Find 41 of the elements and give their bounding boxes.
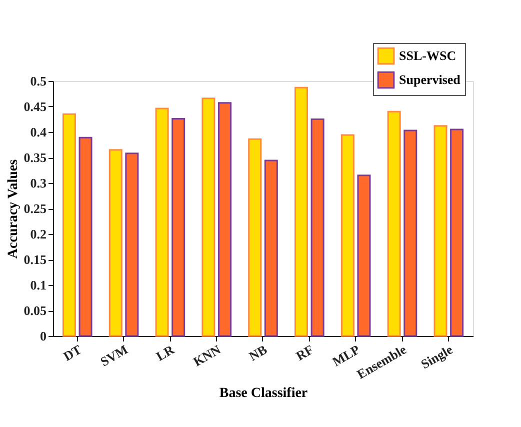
y-tick-label: 0.4	[30, 124, 47, 140]
bar	[218, 102, 232, 337]
bar	[310, 118, 324, 337]
bar	[404, 130, 418, 337]
legend-label: SSL-WSC	[399, 48, 456, 63]
bar	[202, 98, 216, 337]
bar	[264, 160, 278, 337]
bar	[172, 118, 186, 337]
x-tick-label: MLP	[330, 342, 362, 370]
y-tick-label: 0.1	[30, 278, 46, 292]
y-tick-label: 0	[40, 328, 46, 344]
bar	[434, 125, 448, 337]
legend-label: Supervised	[399, 72, 462, 87]
y-tick-label: 0.45	[24, 99, 47, 114]
bar	[125, 152, 139, 337]
y-tick-label: 0.3	[30, 176, 47, 190]
x-tick-label: NB	[246, 342, 270, 364]
x-tick-label: Single	[418, 342, 456, 372]
bar	[62, 113, 76, 337]
x-axis-title: Base Classifier	[219, 386, 308, 401]
x-tick-label: LR	[154, 341, 178, 364]
y-tick-label: 0.5	[30, 74, 47, 88]
x-tick-label: RF	[293, 342, 316, 364]
y-tick-label: 0.25	[24, 201, 47, 216]
bar	[108, 149, 122, 337]
x-tick-label: KNN	[190, 341, 224, 370]
bar	[248, 138, 262, 337]
y-tick-label: 0.35	[24, 150, 47, 165]
y-axis-title: Accuracy Values	[6, 158, 21, 259]
bar	[340, 134, 354, 337]
bar	[357, 174, 371, 337]
bar	[155, 108, 169, 337]
bar	[450, 128, 464, 337]
x-tick-label: SVM	[98, 342, 130, 370]
x-tick-label: DT	[60, 342, 84, 364]
y-tick-label: 0.2	[30, 226, 46, 242]
bar	[294, 86, 308, 337]
bar	[78, 136, 92, 337]
bar	[387, 110, 401, 337]
y-tick-label: 0.05	[24, 303, 47, 318]
y-tick-label: 0.15	[24, 252, 47, 267]
